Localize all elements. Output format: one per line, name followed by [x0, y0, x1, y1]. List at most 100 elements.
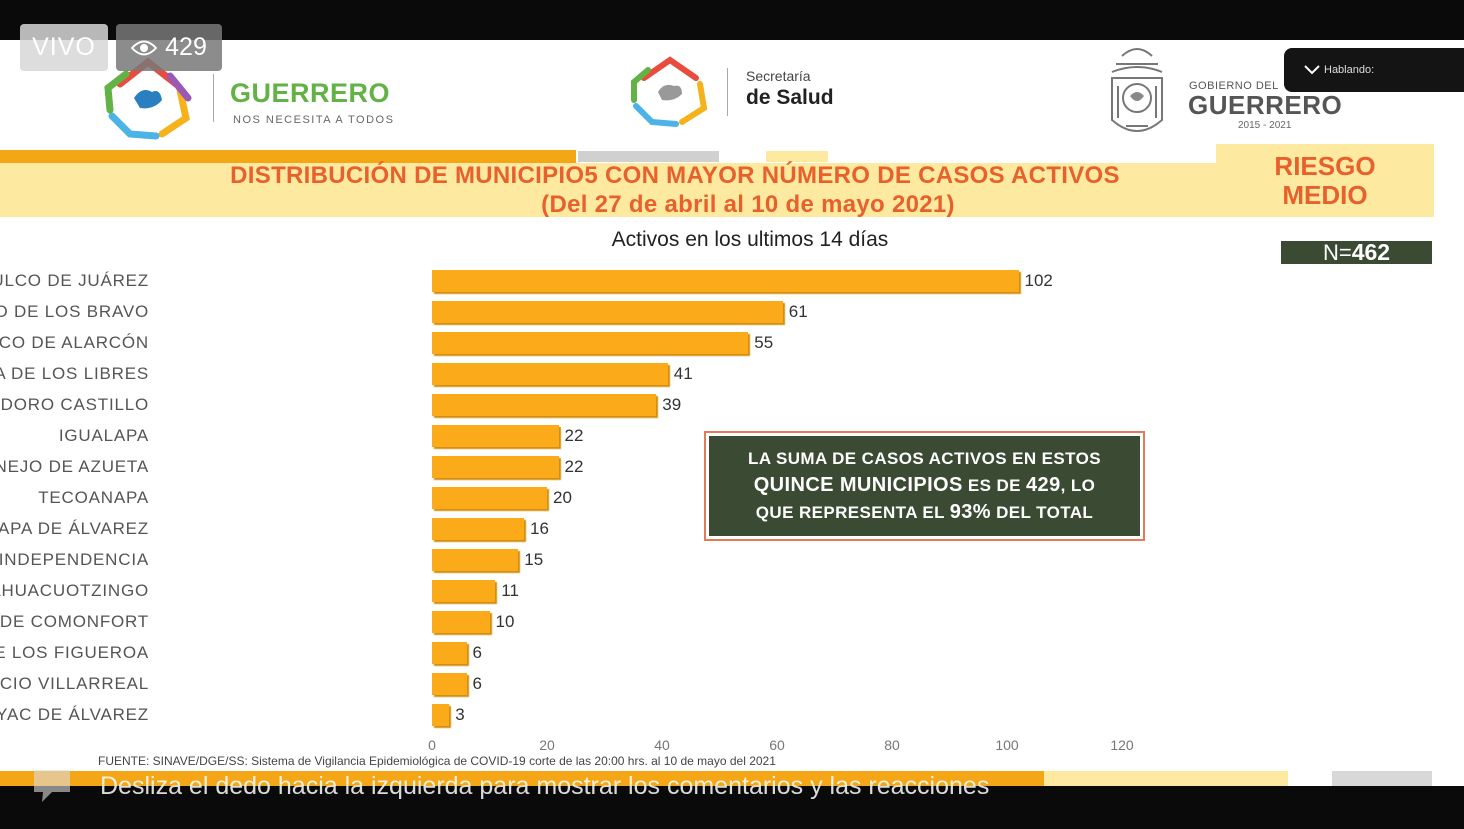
bar-value-label: 11 [501, 581, 519, 600]
chevron-down-icon [1304, 65, 1320, 75]
x-tick-label: 100 [995, 737, 1019, 753]
x-tick-label: 60 [769, 737, 785, 753]
summary-callout: LA SUMA DE CASOS ACTIVOS EN ESTOS QUINCE… [704, 431, 1145, 541]
bar-value-label: 22 [564, 426, 584, 445]
logo-divider [213, 74, 214, 122]
bar-value-label: 55 [754, 333, 774, 352]
category-label: ZIHUATANEJO DE AZUETA [0, 457, 149, 476]
salud-emblem-icon [631, 56, 708, 127]
decorative-band-grey [578, 151, 719, 162]
callout-emphasis-percent: 93% [949, 501, 991, 523]
category-label: AHUACUOTZINGO [0, 581, 149, 600]
bar [432, 332, 749, 354]
guerrero-tagline: NOS NECESITA A TODOS [233, 114, 395, 126]
bar [432, 394, 657, 416]
bar [432, 487, 547, 509]
guerrero-emblem-icon [104, 57, 192, 140]
x-tick-label: 120 [1110, 737, 1134, 753]
bar-value-label: 22 [564, 457, 584, 476]
gobierno-years: 2015 - 2021 [1238, 120, 1292, 131]
bar [432, 301, 783, 323]
viewer-count-badge: 429 [116, 24, 222, 71]
category-label: TECOANAPA [38, 488, 149, 507]
bar [432, 611, 490, 633]
bar [432, 270, 1019, 292]
sample-size-prefix: N= [1322, 239, 1352, 265]
bar-value-label: 6 [472, 674, 482, 693]
guerrero-wordmark: GUERRERO [230, 78, 391, 108]
bar [432, 363, 668, 385]
salud-label-top: Secretaría [746, 68, 811, 84]
x-tick-label: 80 [884, 737, 900, 753]
bar [432, 580, 496, 602]
callout-emphasis-total: 429 [1026, 474, 1061, 496]
gobierno-wordmark: GUERRERO [1188, 90, 1343, 120]
category-label: GENERAL HELIODORO CASTILLO [0, 395, 149, 414]
x-tick-label: 0 [428, 737, 436, 753]
sample-size-badge: N= 462 [1281, 239, 1432, 265]
slide-subtitle: (Del 27 de abril al 10 de mayo 2021) [541, 191, 955, 218]
summary-callout-body: LA SUMA DE CASOS ACTIVOS EN ESTOS QUINCE… [709, 436, 1140, 536]
live-badge: VIVO [20, 24, 108, 71]
callout-text-represents: QUE REPRESENTA EL [755, 503, 950, 522]
speaking-label: Hablando: [1324, 64, 1375, 76]
presentation-slide: GUERRERO NOS NECESITA A TODOS Secretaría… [0, 40, 1464, 786]
bar [432, 673, 467, 695]
secretaria-salud-logo: Secretaría de Salud [628, 54, 868, 134]
bar [432, 518, 524, 540]
bar-value-label: 20 [553, 488, 572, 507]
swipe-hint-text: Desliza el dedo hacia la izquierda para … [100, 772, 990, 800]
x-tick-label: 40 [654, 737, 670, 753]
bar-value-label: 41 [673, 364, 693, 383]
callout-text-es-de: ES DE [962, 476, 1027, 495]
bar-chart: ACAPULCO DE JUÁREZ 102 CHILPANCINGO DE LOS… [0, 260, 1200, 760]
bar-value-label: 61 [788, 302, 808, 321]
category-label: IGUALA DE LA INDEPENDENCIA [0, 550, 149, 569]
category-label: TAXCO DE ALARCÓN [0, 333, 149, 352]
category-label: ACAPULCO DE JUÁREZ [0, 271, 149, 290]
eye-icon [131, 40, 158, 55]
bar-value-label: 6 [472, 643, 482, 662]
bar [432, 549, 519, 571]
gobierno-guerrero-logo: GOBIERNO DEL GUERRERO 2015 - 2021 [1100, 42, 1360, 154]
bar [432, 704, 450, 726]
speaking-indicator[interactable]: Hablando: [1284, 48, 1464, 92]
callout-text-del-total: DEL TOTAL [990, 503, 1094, 522]
callout-line-3: QUE REPRESENTA EL 93% DEL TOTAL [756, 499, 1093, 526]
callout-line-1: LA SUMA DE CASOS ACTIVOS EN ESTOS [748, 449, 1101, 468]
callout-emphasis-municipios: QUINCE MUNICIPIOS [753, 474, 963, 496]
bar-value-label: 10 [495, 612, 515, 631]
category-label: ATOYAC DE ÁLVAREZ [0, 705, 149, 724]
stream-bottom-bar [0, 786, 1464, 829]
bar-value-label: 39 [662, 395, 682, 414]
coat-of-arms-icon [1111, 48, 1163, 132]
gobierno-label-top: GOBIERNO DEL [1189, 80, 1279, 92]
bar-value-label: 15 [524, 550, 544, 569]
slide-title: DISTRIBUCIÓN DE MUNICIPIO5 CON MAYOR NÚM… [230, 162, 1120, 189]
bar-value-label: 102 [1024, 271, 1053, 290]
bar-value-label: 3 [455, 705, 465, 724]
category-label: HUITZUCO DE LOS FIGUEROA [0, 643, 149, 662]
chart-title: Activos en los ultimos 14 días [611, 228, 889, 251]
bar [432, 456, 559, 478]
bar-value-label: 16 [530, 519, 549, 538]
callout-text-lo: , LO [1060, 476, 1096, 495]
category-label: IGUALAPA [58, 426, 149, 445]
footer-band-grey [1332, 771, 1432, 786]
category-label: AYUTLA DE LOS LIBRES [0, 364, 149, 383]
title-band [0, 163, 1216, 217]
decorative-band-yellow [766, 151, 828, 162]
risk-label-top: RIESGO [1274, 150, 1376, 181]
guerrero-logo: GUERRERO NOS NECESITA A TODOS [100, 54, 400, 144]
salud-label-bottom: de Salud [746, 86, 834, 109]
viewer-count: 429 [165, 33, 207, 61]
category-label: CHILAPA DE ÁLVAREZ [0, 519, 149, 538]
comment-bubble-icon[interactable] [30, 766, 74, 806]
logo-divider [727, 68, 728, 116]
bar [432, 425, 559, 447]
callout-line-2: QUINCE MUNICIPIOS ES DE 429, LO [754, 472, 1096, 499]
data-source-note: FUENTE: SINAVE/DGE/SS: Sistema de Vigila… [98, 754, 776, 768]
category-label: FLORENCIO VILLARREAL [0, 674, 149, 693]
bar [432, 642, 467, 664]
category-label: CHILPANCINGO DE LOS BRAVO [0, 302, 149, 321]
